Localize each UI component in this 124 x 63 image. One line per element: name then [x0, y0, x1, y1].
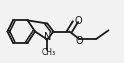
Text: CH₃: CH₃ — [41, 48, 56, 57]
Text: O: O — [75, 36, 83, 46]
Text: N: N — [44, 32, 51, 42]
Text: O: O — [75, 16, 82, 26]
